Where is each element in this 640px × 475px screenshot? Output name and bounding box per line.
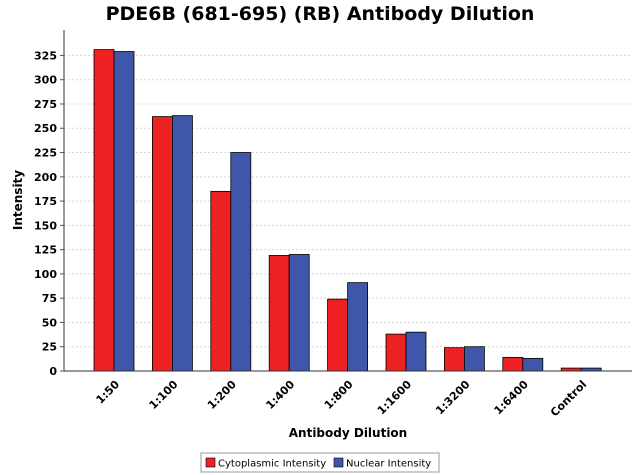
cytoplasmic-bar-1-3200 [443,347,465,372]
nuclear-bar-1-3200 [463,346,485,372]
x-tick-label: 1:3200 [433,378,473,418]
cytoplasmic-bar-1-400 [268,255,290,372]
y-tick-label: 150 [34,219,57,232]
nuclear-bar-1-800 [347,282,369,372]
bars [93,49,602,372]
y-tick-label: 75 [42,292,57,305]
cytoplasmic-bar-1-50 [93,49,115,372]
x-tick-label: 1:200 [205,378,239,412]
y-tick-label: 250 [34,122,57,135]
y-tick-label: 325 [34,49,57,62]
y-tick-label: 0 [49,365,57,378]
chart-title: PDE6B (681-695) (RB) Antibody Dilution [106,3,535,25]
nuclear-bar-1-1600 [405,331,427,372]
x-tick-label: 1:400 [263,378,297,412]
nuclear-bar-1-6400 [522,357,544,372]
nuclear-bar-1-50 [113,51,135,372]
legend-swatch [333,457,344,468]
nuclear-bar-1-400 [288,254,310,372]
y-tick-label: 300 [34,74,57,87]
legend-swatch [205,457,216,468]
grid-lines [64,54,632,348]
x-tick-label: 1:6400 [492,378,532,418]
legend-label: Nuclear Intensity [346,459,431,470]
cytoplasmic-bar-1-6400 [502,357,524,372]
nuclear-bar-1-200 [230,152,252,372]
y-axis-ticks: 0 25 50 75 100 125 150 175 200 225 250 275 300 325 [34,49,64,378]
legend: Cytoplasmic Intensity Nuclear Intensity [200,452,440,473]
cytoplasmic-bar-1-100 [151,116,173,372]
x-axis-title: Antibody Dilution [289,426,407,440]
y-tick-label: 275 [34,98,57,111]
y-tick-label: 175 [34,195,57,208]
legend-box [200,452,440,473]
x-tick-label: 1:1600 [375,378,415,418]
x-tick-label: Control [548,378,589,419]
cytoplasmic-bar-1-800 [327,298,349,372]
x-tick-label: 1:800 [322,378,356,412]
cytoplasmic-bar-1-200 [210,190,232,372]
nuclear-bar-1-100 [171,115,193,372]
x-tick-label: 1:50 [94,378,123,407]
y-tick-label: 100 [34,268,57,281]
y-tick-label: 50 [42,316,58,329]
x-tick-label: 1:100 [147,378,181,412]
cytoplasmic-bar-1-1600 [385,333,407,372]
y-tick-label: 225 [34,147,57,160]
axes [63,30,632,372]
y-tick-label: 125 [34,244,57,257]
x-axis-ticks: 1:50 1:100 1:200 1:400 1:800 1:1600 1:3200 1:64… [94,378,590,420]
legend-label: Cytoplasmic Intensity [218,459,326,470]
y-axis-title: Intensity [11,170,25,230]
y-tick-label: 25 [42,341,57,354]
y-tick-label: 200 [34,171,57,184]
